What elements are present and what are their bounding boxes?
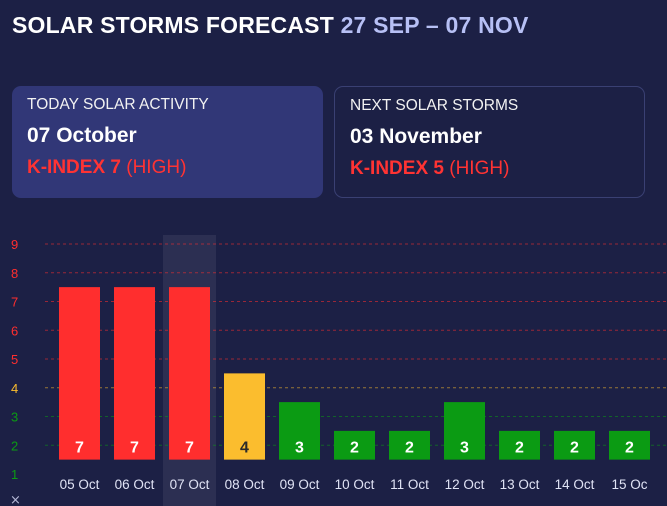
bar-value-label: 2 <box>625 440 634 457</box>
bar-value-label: 2 <box>515 440 524 457</box>
x-tick-label: 13 Oct <box>500 477 540 492</box>
bar-value-label: 3 <box>295 440 304 457</box>
today-kindex-level: (HIGH) <box>126 157 187 178</box>
bar <box>554 430 595 460</box>
kindex-bar-chart: 1 2 3 4 5 6 7 8 9 7 05 Oct 7 06 Oct 7 07 Oct 4 08 Oct 3 09… <box>10 235 667 506</box>
y-tick-label: 8 <box>11 266 18 281</box>
x-tick-label: 09 Oct <box>280 477 320 492</box>
today-kindex: K-INDEX 7 (HIGH) <box>27 157 308 179</box>
next-kindex-level: (HIGH) <box>449 158 510 179</box>
bar <box>609 430 650 460</box>
bar-value-label: 7 <box>75 440 84 457</box>
x-tick-label: 07 Oct <box>170 477 210 492</box>
bar-value-label: 3 <box>460 440 469 457</box>
x-tick-label: 05 Oct <box>60 477 100 492</box>
y-tick-label: 5 <box>11 352 18 367</box>
x-tick-label: 08 Oct <box>225 477 265 492</box>
x-tick-label: 14 Oct <box>555 477 595 492</box>
bar <box>444 402 485 460</box>
y-tick-label: 9 <box>11 237 18 252</box>
x-tick-label: 11 Oct <box>390 477 429 492</box>
next-heading: NEXT SOLAR STORMS <box>350 97 519 114</box>
x-tick-label: 06 Oct <box>115 477 155 492</box>
y-tick-label: 7 <box>11 295 18 310</box>
today-heading: TODAY SOLAR ACTIVITY <box>27 96 209 113</box>
bar-value-label: 4 <box>240 440 249 457</box>
bar-value-label: 7 <box>185 440 194 457</box>
bar <box>389 430 430 460</box>
bar <box>59 287 100 460</box>
bar <box>169 287 210 460</box>
y-tick-label: 6 <box>11 323 18 338</box>
x-tick-label: 12 Oct <box>445 477 485 492</box>
today-activity-card: TODAY SOLAR ACTIVITY 07 October K-INDEX … <box>12 86 323 198</box>
date-range: 27 SEP – 07 NOV <box>340 12 529 38</box>
today-date: 07 October <box>27 124 137 147</box>
bar <box>279 402 320 460</box>
bar-value-label: 2 <box>405 440 414 457</box>
page-title: SOLAR STORMS FORECAST 27 SEP – 07 NOV <box>12 12 529 39</box>
next-kindex-value: K-INDEX 5 <box>350 158 444 179</box>
bar-value-label: 2 <box>350 440 359 457</box>
y-tick-label: 2 <box>11 438 18 453</box>
y-tick-label: 1 <box>11 467 18 482</box>
bar <box>334 430 375 460</box>
title-text: SOLAR STORMS FORECAST <box>12 12 334 38</box>
next-date: 03 November <box>350 125 482 148</box>
y-tick-label: 4 <box>11 381 18 396</box>
next-kindex: K-INDEX 5 (HIGH) <box>350 158 629 180</box>
x-tick-label: 10 Oct <box>335 477 375 492</box>
bar-value-label: 2 <box>570 440 579 457</box>
x-tick-label: 15 Oc <box>611 477 647 492</box>
corner-mark: × <box>10 493 21 506</box>
bar <box>499 430 540 460</box>
bar-value-label: 7 <box>130 440 139 457</box>
next-storm-card: NEXT SOLAR STORMS 03 November K-INDEX 5 … <box>334 86 645 198</box>
bar <box>224 373 265 460</box>
bar <box>114 287 155 460</box>
today-kindex-value: K-INDEX 7 <box>27 157 121 178</box>
y-tick-label: 3 <box>11 410 18 425</box>
